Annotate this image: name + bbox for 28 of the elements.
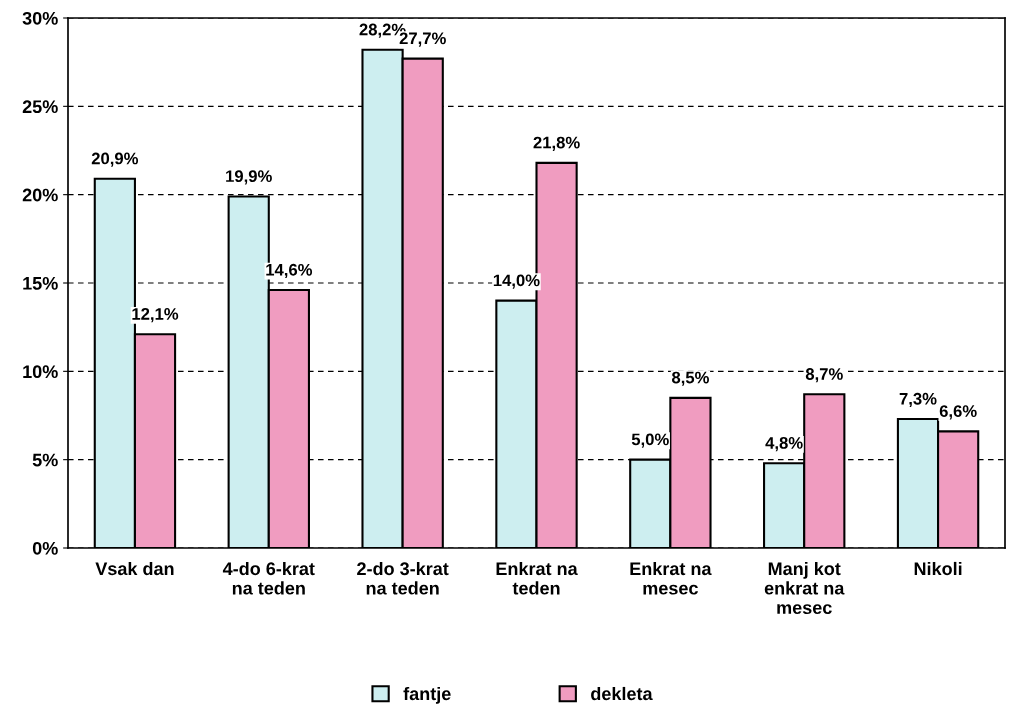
y-tick-label: 20% bbox=[22, 188, 58, 202]
x-tick-label: Nikoli bbox=[914, 561, 962, 576]
data-label: 8,7% bbox=[805, 368, 843, 383]
data-label: 5,0% bbox=[631, 433, 669, 448]
y-tick-label: 5% bbox=[32, 453, 58, 467]
y-tick-label: 25% bbox=[22, 100, 58, 114]
x-tick-label: Manj kot enkrat na mesec bbox=[764, 561, 845, 615]
data-label: 14,6% bbox=[266, 263, 313, 279]
data-label: 19,9% bbox=[226, 170, 272, 185]
x-tick-label: Enkrat na mesec bbox=[630, 561, 712, 595]
data-label: 21,8% bbox=[533, 136, 580, 151]
data-label: 20,9% bbox=[91, 152, 139, 167]
legend-label: dekleta bbox=[591, 686, 653, 701]
x-tick-label: 2-do 3-krat na teden bbox=[357, 561, 449, 595]
x-tick-label: 4-do 6-krat na teden bbox=[222, 561, 315, 595]
x-tick-label: Vsak dan bbox=[95, 561, 174, 576]
data-label: 8,5% bbox=[671, 371, 709, 386]
data-label: 4,8% bbox=[765, 436, 803, 452]
data-label: 7,3% bbox=[899, 392, 937, 408]
y-tick-label: 30% bbox=[22, 11, 58, 25]
y-tick-label: 15% bbox=[23, 276, 58, 290]
legend-label: fantje bbox=[403, 686, 451, 704]
data-label: 6,6% bbox=[939, 405, 977, 420]
data-label: 12,1% bbox=[132, 308, 179, 323]
y-tick-label: 0% bbox=[32, 541, 58, 555]
data-label: 14,0% bbox=[493, 274, 540, 289]
x-tick-label: Enkrat na teden bbox=[496, 561, 578, 595]
y-tick-label: 10% bbox=[23, 365, 58, 379]
